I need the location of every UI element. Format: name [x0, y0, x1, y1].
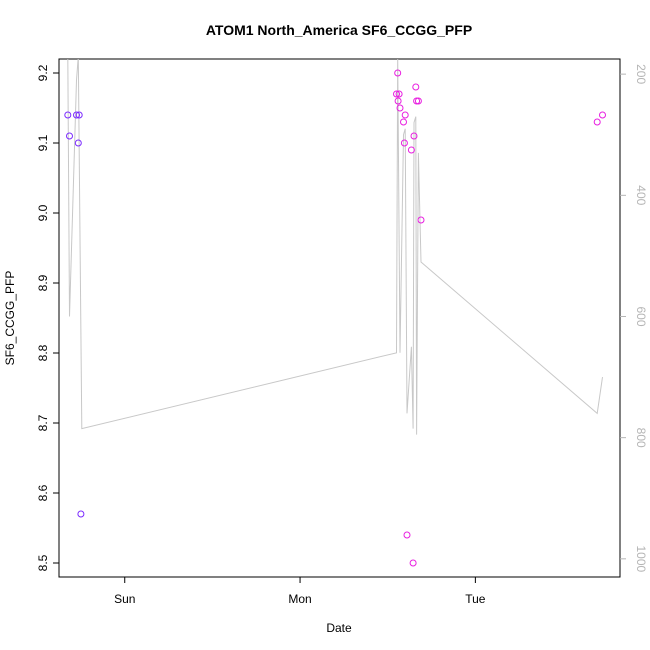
left-y-tick-label: 9.1: [36, 134, 50, 151]
right-y-tick-label: 400: [634, 185, 648, 205]
data-point: [74, 139, 82, 147]
data-point: [412, 83, 420, 91]
right-y-tick-label: 600: [634, 306, 648, 326]
left-y-tick-label: 8.7: [36, 414, 50, 431]
line-series-path: [67, 59, 603, 435]
right-y-axis: 200 400 600 800 1000: [620, 64, 648, 572]
data-point: [395, 90, 403, 98]
y-axis-label: SF6_CCGG_PFP: [3, 271, 17, 366]
left-y-tick-label: 8.8: [36, 344, 50, 361]
left-y-axis: 8.5 8.6 8.7 8.8 8.9 9.0 9.1 9.2: [36, 64, 59, 571]
left-y-tick-label: 9.2: [36, 64, 50, 81]
x-tick-label: Sun: [114, 592, 135, 606]
data-point: [77, 510, 85, 518]
data-point: [407, 146, 415, 154]
data-point: [400, 118, 407, 126]
data-point: [394, 97, 402, 105]
right-y-tick-label: 200: [634, 64, 648, 84]
right-y-tick-label: 1000: [634, 545, 648, 572]
left-y-tick-label: 8.9: [36, 274, 50, 291]
data-point: [417, 216, 425, 224]
data-point: [394, 69, 402, 77]
chart-title: ATOM1 North_America SF6_CCGG_PFP: [206, 22, 472, 38]
data-point: [400, 139, 408, 147]
data-point: [593, 118, 601, 126]
x-axis: Sun Mon Tue: [114, 577, 486, 606]
data-point: [75, 111, 83, 119]
right-y-tick-label: 800: [634, 428, 648, 448]
data-point: [73, 111, 80, 119]
x-tick-label: Tue: [465, 592, 486, 606]
data-point: [403, 531, 411, 539]
data-point: [66, 132, 73, 140]
data-point: [396, 104, 404, 112]
left-y-tick-label: 8.5: [36, 554, 50, 571]
data-point: [409, 559, 417, 567]
line-series: [67, 59, 603, 435]
left-y-tick-label: 9.0: [36, 204, 50, 221]
data-point: [393, 90, 400, 98]
left-y-tick-label: 8.6: [36, 484, 50, 501]
data-point: [410, 132, 418, 140]
data-point: [599, 111, 606, 119]
plot-frame: [58, 58, 621, 578]
data-point: [414, 97, 422, 105]
x-axis-label: Date: [326, 621, 352, 635]
data-point: [64, 111, 72, 119]
data-point: [401, 111, 409, 119]
scatter-points: [64, 69, 606, 567]
x-tick-label: Mon: [288, 592, 311, 606]
